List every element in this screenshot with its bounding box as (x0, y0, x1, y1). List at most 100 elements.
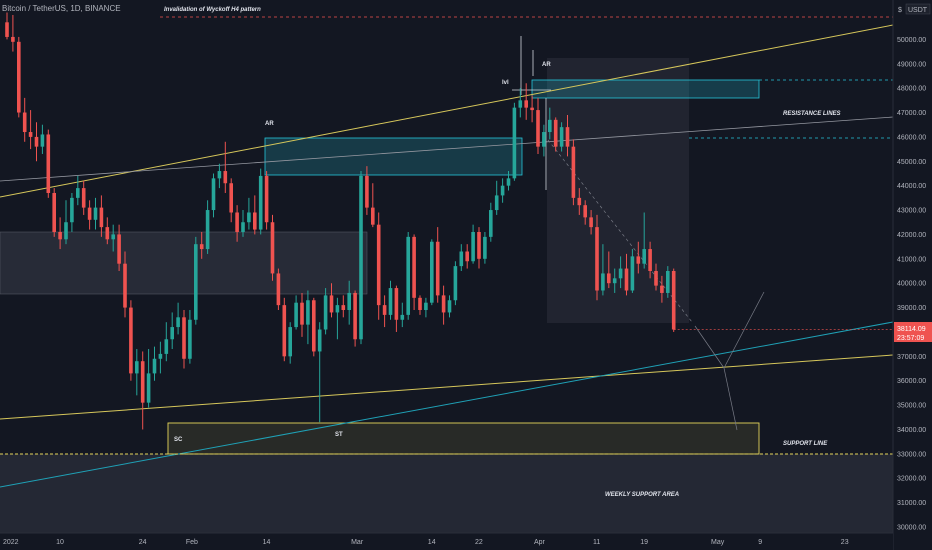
y-tick-label: 30000.00 (897, 525, 926, 532)
candle-body (146, 373, 151, 403)
candle-body (11, 36, 15, 42)
candle-body (22, 112, 27, 133)
price-axis[interactable]: 30000.00 31000.00 32000.00 33000.00 34000.00… (892, 0, 932, 550)
candle-body (412, 236, 416, 298)
candle-body (270, 222, 275, 274)
symbol-title: Bitcoin / TetherUS, 1D, BINANCE (2, 4, 121, 13)
candle-body (323, 295, 328, 330)
candle (241, 210, 245, 237)
candle (294, 295, 298, 330)
resistance-zone-upper (531, 79, 760, 99)
candle (323, 288, 328, 335)
candle (607, 251, 611, 289)
candle-body (489, 210, 493, 237)
candle (376, 212, 381, 320)
candle-body (99, 207, 104, 228)
y-tick-label: 35000.00 (897, 403, 926, 410)
x-tick-label: Feb (186, 539, 198, 546)
candle-body (536, 110, 540, 147)
resistance-label: RESISTANCE LINES (783, 111, 841, 117)
candle (17, 36, 21, 118)
candle-body (17, 41, 21, 113)
x-tick-label: 2022 (3, 539, 19, 546)
candle-body (441, 295, 446, 313)
candle (223, 141, 228, 193)
annotations: Invalidation of Wyckoff H4 pattern RESIS… (164, 7, 841, 498)
x-tick-label: 23 (841, 539, 849, 546)
candle (205, 200, 210, 254)
y-tick-label: 33000.00 (897, 451, 926, 458)
resistance-zone-mid (264, 137, 523, 176)
candle (441, 285, 446, 325)
x-tick-label: 22 (475, 539, 483, 546)
candle-body (618, 268, 623, 279)
candle (471, 224, 475, 264)
candle (601, 244, 605, 296)
candle-body (176, 317, 180, 328)
candle (164, 322, 169, 362)
candle (430, 239, 434, 306)
candle-body (264, 175, 269, 223)
candle-body (199, 244, 204, 250)
candles (5, 12, 893, 430)
candle-body (583, 205, 587, 218)
candle-body (630, 256, 635, 291)
candle (666, 266, 670, 298)
candle-body (654, 271, 658, 286)
candle (140, 351, 145, 430)
candle (630, 249, 635, 293)
candle (146, 349, 151, 408)
candle-body (5, 22, 9, 37)
candle-body (553, 119, 558, 147)
candle (264, 171, 269, 230)
candle (412, 234, 416, 311)
candle-body (371, 207, 375, 225)
candle (465, 244, 469, 269)
y-tick-label: 50000.00 (897, 37, 926, 44)
candle (46, 129, 51, 198)
candle (530, 95, 534, 123)
candle-body (447, 300, 452, 313)
candle (394, 285, 399, 332)
candle (152, 346, 157, 381)
candle (447, 295, 452, 318)
candle-body (612, 278, 617, 284)
candle-body (642, 249, 646, 264)
candle-body (524, 100, 528, 108)
candle (28, 110, 33, 150)
x-tick-label: 24 (139, 539, 147, 546)
y-tick-label: 44000.00 (897, 183, 926, 190)
candle-body (211, 178, 216, 211)
candle-body (58, 231, 62, 240)
candle (571, 139, 576, 206)
x-tick-label: 14 (428, 539, 436, 546)
candle (170, 312, 174, 350)
invalidation-label: Invalidation of Wyckoff H4 pattern (164, 7, 261, 13)
x-tick-label: 19 (640, 539, 648, 546)
candle (400, 302, 405, 328)
candle-body (365, 175, 369, 208)
candle-body (70, 197, 74, 223)
time-axis[interactable]: 2022 10 24 Feb 14 Mar 14 22 Apr 11 19 May 9 23 (0, 532, 893, 550)
candle (500, 178, 505, 203)
candle-body (300, 302, 304, 325)
candle-body (205, 210, 210, 250)
candle-body (182, 317, 186, 359)
candle (406, 231, 410, 320)
x-tick-label: 14 (263, 539, 271, 546)
candle (300, 292, 304, 337)
candle-body (335, 305, 340, 313)
candle-body (418, 297, 422, 311)
candle (199, 231, 204, 259)
candle (618, 256, 623, 289)
candle-body (500, 185, 505, 196)
candle-body (329, 295, 334, 313)
y-tick-label: 40000.00 (897, 281, 926, 288)
candle-body (117, 234, 121, 264)
candle (253, 195, 257, 235)
sc-label: SC (174, 437, 183, 443)
candle (542, 124, 546, 157)
candle-body (158, 353, 163, 359)
x-tick-label: 9 (758, 539, 762, 546)
